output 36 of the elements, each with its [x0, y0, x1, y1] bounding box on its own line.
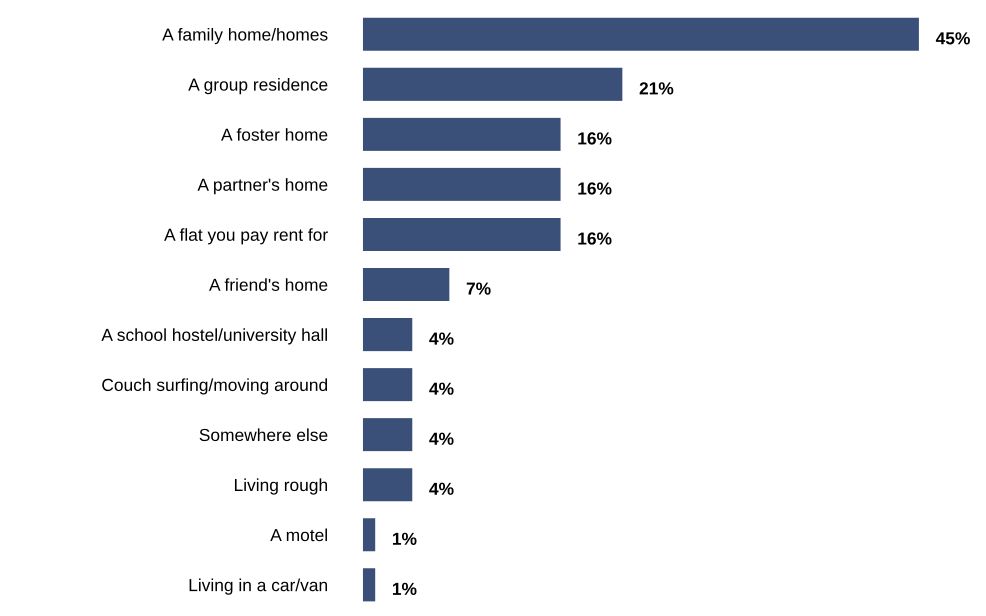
y-tick-label: A motel [270, 528, 327, 542]
data-label: 45% [936, 32, 970, 44]
bar [362, 218, 561, 251]
data-label: 1% [392, 582, 417, 595]
y-tick-label: Living rough [234, 478, 328, 495]
y-tick-label: Somewhere else [200, 428, 328, 442]
bar [362, 118, 561, 151]
y-tick-label: A family home/homes [162, 28, 328, 44]
y-tick-label: A school hostel/university hall [101, 328, 327, 344]
y-tick-label: A partner's home [197, 178, 328, 194]
bar [362, 418, 412, 452]
data-label: 21% [640, 82, 674, 94]
y-tick-label: Couch surfing/moving around [102, 378, 328, 395]
data-label: 4% [429, 432, 454, 445]
bar [362, 268, 450, 302]
y-tick-label: A group residence [188, 78, 328, 94]
bar [362, 568, 376, 602]
bar [362, 468, 412, 502]
data-label: 7% [466, 282, 491, 295]
data-label: 4% [429, 482, 454, 495]
data-label: 16% [578, 132, 612, 145]
bar [362, 18, 919, 51]
y-tick-label: A friend's home [209, 278, 328, 291]
data-label: 4% [429, 382, 454, 395]
bar [362, 68, 622, 101]
bar [362, 518, 376, 552]
bar [362, 318, 412, 352]
y-tick-label: A flat you pay rent for [164, 228, 328, 244]
data-label: 16% [578, 182, 612, 195]
data-label: 4% [429, 332, 454, 345]
y-tick-label: Living in a car/van [190, 578, 328, 595]
data-label: 16% [578, 232, 612, 245]
y-tick-label: A foster home [221, 128, 328, 141]
data-label: 1% [392, 532, 417, 545]
bar [362, 168, 561, 201]
bar [362, 368, 412, 402]
